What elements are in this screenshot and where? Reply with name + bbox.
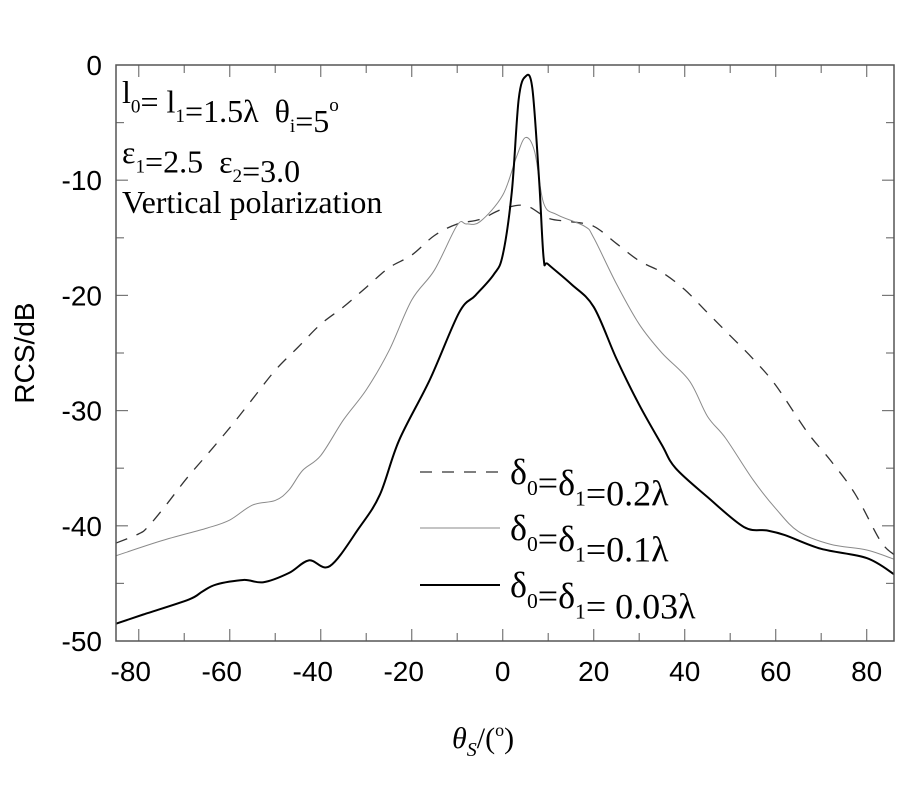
legend-label-0: δ0=δ1=0.2λ: [510, 452, 669, 514]
subscript: 0: [131, 97, 141, 118]
x-label-part: ): [504, 722, 514, 755]
x-tick-label: 40: [669, 656, 700, 687]
x-label-part: θ: [452, 722, 467, 755]
y-tick-label: -10: [62, 165, 102, 196]
x-tick-label: -80: [111, 656, 151, 687]
x-label-part: o: [495, 720, 504, 740]
tick-labels: -80 -60 -40 -20 0 20 40 60 800-10-20-30-40-50: [62, 50, 883, 687]
subscript: 0: [527, 589, 538, 613]
text: = l: [140, 84, 175, 120]
text: =δ: [538, 576, 575, 616]
subscript: i: [290, 116, 295, 137]
x-label-part: S: [467, 739, 477, 761]
x-tick-label: -20: [383, 656, 423, 687]
subscript: 1: [175, 106, 185, 127]
text: δ: [510, 452, 527, 492]
text: =0.2λ: [586, 474, 669, 514]
subscript: 1: [575, 600, 586, 624]
x-tick-label: 20: [578, 656, 609, 687]
text: = 0.03λ: [586, 587, 696, 627]
text: =0.1λ: [586, 530, 669, 570]
x-tick-label: -40: [293, 656, 333, 687]
x-axis-label: θS/(o): [452, 720, 514, 761]
text: =5: [295, 103, 329, 139]
annotation-line-1: ε1=2.5 ε2=3.0: [122, 134, 300, 189]
text: l: [122, 74, 131, 110]
annotation-line-2: Vertical polarization: [122, 184, 382, 220]
legend-label-1: δ0=δ1=0.1λ: [510, 508, 669, 570]
x-tick-label: 60: [760, 656, 791, 687]
series-line-1: [115, 136, 895, 560]
text: =3.0: [242, 153, 300, 189]
x-tick-label: 0: [495, 656, 511, 687]
subscript: 0: [527, 532, 538, 556]
plot-frame: [115, 64, 895, 642]
subscript: 1: [135, 157, 145, 178]
text: =1.5λ θ: [185, 93, 290, 129]
y-tick-label: -40: [62, 511, 102, 542]
text: =δ: [538, 519, 575, 559]
text: =2.5 ε: [145, 144, 232, 180]
subscript: 1: [575, 543, 586, 567]
y-tick-label: -50: [62, 626, 102, 657]
y-tick-label: 0: [86, 50, 102, 81]
text: =δ: [538, 463, 575, 503]
y-tick-label: -30: [62, 396, 102, 427]
subscript: 2: [233, 166, 243, 187]
series-curves: [115, 73, 895, 625]
text: δ: [510, 565, 527, 605]
x-label-part: /(: [477, 722, 495, 755]
subscript: 1: [575, 487, 586, 511]
text: ε: [122, 134, 135, 170]
series-line-0: [115, 204, 895, 556]
text: δ: [510, 508, 527, 548]
axis-ticks: [116, 65, 894, 641]
subscript: 0: [527, 476, 538, 500]
y-axis-label: RCS/dB: [9, 302, 40, 403]
legend-label-2: δ0=δ1= 0.03λ: [510, 565, 696, 627]
superscript: o: [329, 95, 339, 116]
series-line-2: [115, 73, 895, 625]
annotation-line-0: l0= l1=1.5λ θi=5o: [122, 74, 339, 139]
x-tick-label: -60: [202, 656, 242, 687]
text: Vertical polarization: [122, 184, 382, 220]
x-tick-label: 80: [851, 656, 882, 687]
y-tick-label: -20: [62, 280, 102, 311]
